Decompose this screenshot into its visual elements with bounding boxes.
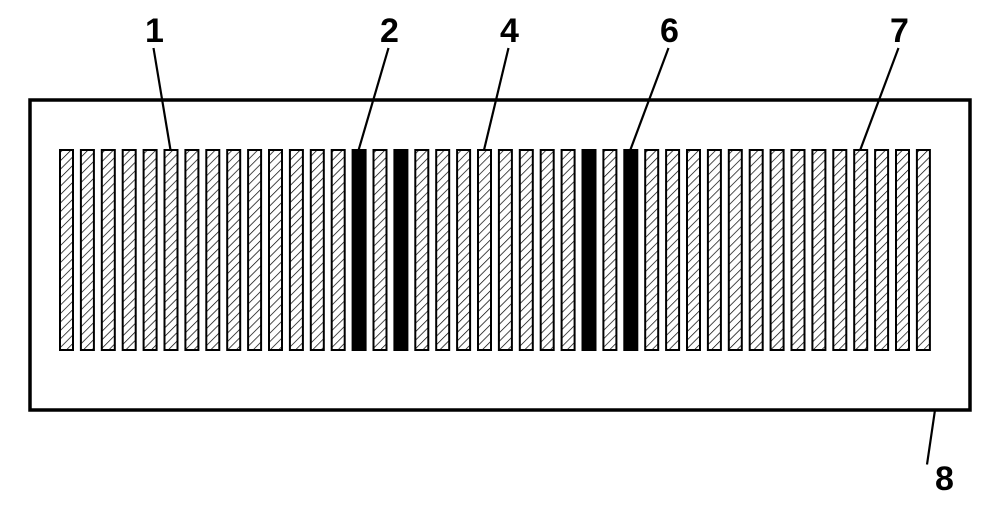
bar-hatched xyxy=(771,150,784,350)
bar-hatched xyxy=(185,150,198,350)
bar-hatched xyxy=(541,150,554,350)
bar-hatched xyxy=(666,150,679,350)
bar-hatched xyxy=(227,150,240,350)
bar-hatched xyxy=(687,150,700,350)
bar-hatched xyxy=(457,150,470,350)
bar-hatched xyxy=(645,150,658,350)
bar-hatched xyxy=(332,150,345,350)
bar-hatched xyxy=(562,150,575,350)
bar-hatched xyxy=(311,150,324,350)
bar-hatched xyxy=(729,150,742,350)
bar-hatched xyxy=(415,150,428,350)
bar-hatched xyxy=(206,150,219,350)
bar-hatched xyxy=(248,150,261,350)
bar-hatched xyxy=(60,150,73,350)
bar-solid xyxy=(583,150,596,350)
bar-hatched xyxy=(603,150,616,350)
bar-hatched xyxy=(374,150,387,350)
bar-hatched xyxy=(833,150,846,350)
bar-hatched xyxy=(102,150,115,350)
bar-hatched xyxy=(792,150,805,350)
bar-hatched xyxy=(144,150,157,350)
bar-hatched xyxy=(875,150,888,350)
bar-hatched xyxy=(436,150,449,350)
bar-solid xyxy=(353,150,366,350)
bar-hatched xyxy=(499,150,512,350)
bar-hatched xyxy=(896,150,909,350)
bar-hatched xyxy=(917,150,930,350)
bar-hatched xyxy=(123,150,136,350)
callout-label: 6 xyxy=(660,12,679,50)
callout-label: 8 xyxy=(935,460,954,498)
callout-label: 4 xyxy=(500,12,519,50)
bar-hatched xyxy=(165,150,178,350)
bar-hatched xyxy=(520,150,533,350)
bar-hatched xyxy=(750,150,763,350)
bar-hatched xyxy=(812,150,825,350)
callout-label: 7 xyxy=(890,12,909,50)
bar-solid xyxy=(394,150,407,350)
bar-hatched xyxy=(478,150,491,350)
bar-hatched xyxy=(81,150,94,350)
bar-hatched xyxy=(290,150,303,350)
bar-hatched xyxy=(854,150,867,350)
bar-hatched xyxy=(269,150,282,350)
bar-solid xyxy=(624,150,637,350)
callout-label: 1 xyxy=(145,12,164,50)
callout-label: 2 xyxy=(380,12,399,50)
bar-hatched xyxy=(708,150,721,350)
